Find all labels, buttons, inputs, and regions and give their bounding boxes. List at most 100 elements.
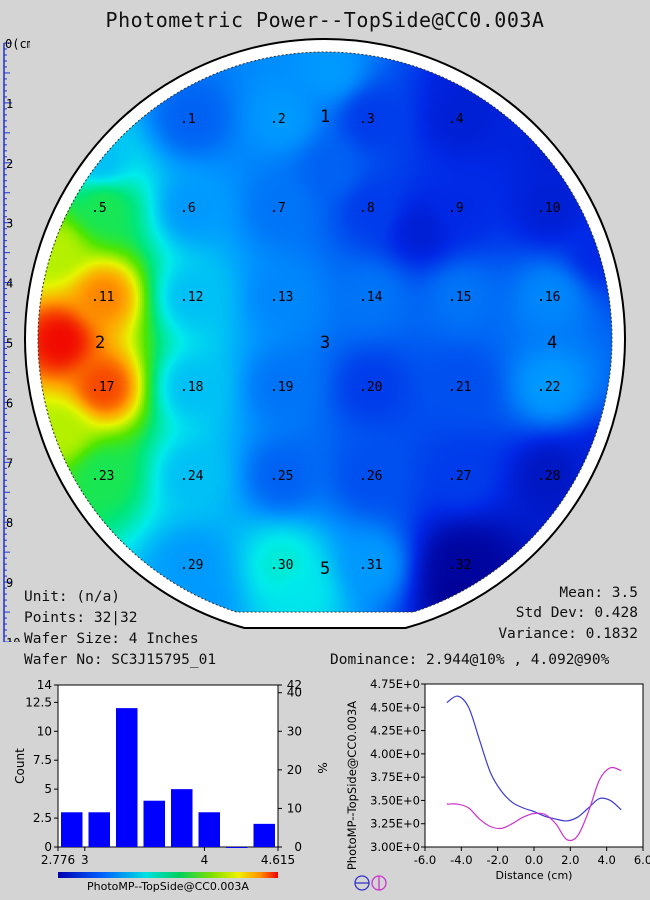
wafer-point-label: .17 xyxy=(91,380,114,395)
ruler-tick-label: 6 xyxy=(6,396,13,410)
x-tick-label: 4.0 xyxy=(598,853,616,867)
ruler-tick-label: 3 xyxy=(6,217,13,231)
ruler-tick-label: 2 xyxy=(6,157,13,171)
y-tick-label: 3.00E+0 xyxy=(370,840,420,854)
histogram-bar xyxy=(116,708,138,847)
wafer-no-text: Wafer No: SC3J15795_01 xyxy=(24,652,217,668)
y2-tick-label: 40 xyxy=(287,686,302,700)
wafer-point-label: .29 xyxy=(180,558,203,573)
x-tick-label: 2.776 xyxy=(41,853,75,867)
wafer-point-label: .15 xyxy=(448,290,471,305)
y2-tick-label: 42 xyxy=(287,678,302,692)
wafer-point-label: .24 xyxy=(180,469,204,484)
wafer-heatmap xyxy=(38,51,613,613)
ruler-tick-label: 7 xyxy=(6,456,13,470)
profile-series-line xyxy=(446,695,622,822)
wafer-zone-label: 4 xyxy=(547,333,557,353)
x-tick-label: 4 xyxy=(201,853,209,867)
wafer-point-label: .18 xyxy=(180,380,203,395)
wafer-point-label: .4 xyxy=(448,112,464,127)
wafer-point-label: .2 xyxy=(270,112,286,127)
y-tick-label: 14 xyxy=(37,678,52,692)
histogram-bar xyxy=(253,823,275,847)
wafer-point-label: .8 xyxy=(359,201,375,216)
x-tick-label: -4.0 xyxy=(450,853,472,867)
y-tick-label: 4.00E+0 xyxy=(370,747,420,761)
wafer-point-label: .32 xyxy=(448,558,471,573)
wafer-point-label: .31 xyxy=(359,558,382,573)
ruler-tick-label: 1 xyxy=(6,97,13,111)
profile-series-line xyxy=(446,766,622,842)
vertical-ruler: 0(cm) 1 2 3 4 5 6 7 8 9 10 xyxy=(3,37,30,642)
y-tick-label: 4.75E+0 xyxy=(370,677,420,691)
histogram-bar xyxy=(61,812,83,847)
x-tick-label: 0.0 xyxy=(525,853,543,867)
chart-title: Photometric Power--TopSide@CC0.003A xyxy=(105,8,545,32)
y2-tick-label: 30 xyxy=(287,724,302,738)
wafer-zone-label: 3 xyxy=(320,333,330,353)
wafer-point-label: .19 xyxy=(270,380,293,395)
wafer-edge xyxy=(37,51,613,613)
x-tick-label: -6.0 xyxy=(414,853,436,867)
line-plot-area xyxy=(424,683,644,848)
ruler-unit-label: 0(cm) xyxy=(5,37,30,51)
y-tick-label: 3.50E+0 xyxy=(370,793,420,807)
y-tick-label: 5 xyxy=(44,782,52,796)
wafer-map: .1 .2 .3 .4 .5 .6 .7 .8 .9 .10 .11 .12 .13 .14 .15 .16.… xyxy=(24,38,626,629)
ruler-tick-label: 4 xyxy=(6,277,13,291)
ruler-tick-label: 9 xyxy=(6,576,13,590)
wafer-point-label: .22 xyxy=(537,380,560,395)
color-scale-bar xyxy=(58,872,278,878)
dominance-text: Dominance: 2.944@10% , 4.092@90% xyxy=(330,652,610,668)
ruler-tick-label: 8 xyxy=(6,516,13,530)
std-dev-text: Std Dev: 0.428 xyxy=(515,605,638,621)
points-text: Points: 32|32 xyxy=(24,610,138,626)
mean-text: Mean: 3.5 xyxy=(559,585,638,601)
wafer-point-label: .20 xyxy=(359,380,382,395)
y-axis-label: PhotoMP--TopSide@CC0.003A xyxy=(345,701,359,870)
wafer-point-label: .3 xyxy=(359,112,375,127)
wafer-point-label: .23 xyxy=(91,469,114,484)
wafer-point-label: .13 xyxy=(270,290,293,305)
profile-line-chart: 3.00E+0 3.25E+0 3.50E+0 3.75E+0 4.00E+0 4.25E… xyxy=(345,677,650,891)
wafer-point-label: .21 xyxy=(448,380,471,395)
wafer-size-text: Wafer Size: 4 Inches xyxy=(24,631,199,647)
histogram-bar xyxy=(88,812,110,847)
y-tick-label: 10 xyxy=(37,724,52,738)
x-tick-label: 6.0 xyxy=(634,853,650,867)
histogram-bar xyxy=(143,800,165,847)
y-tick-label: 7.5 xyxy=(33,753,52,767)
vertical-axis-icon[interactable] xyxy=(371,875,387,891)
wafer-point-label: .30 xyxy=(270,558,293,573)
y-tick-label: 2.5 xyxy=(33,811,52,825)
y-tick-label: 4.25E+0 xyxy=(370,724,420,738)
x-tick-label: 3 xyxy=(81,853,89,867)
histogram-bar xyxy=(198,812,220,847)
wafer-point-label: .5 xyxy=(91,201,107,216)
y2-axis-label: % xyxy=(315,762,329,773)
wafer-point-label: .6 xyxy=(180,201,196,216)
x-tick-label: 2.0 xyxy=(561,853,579,867)
horizontal-axis-icon[interactable] xyxy=(354,875,370,891)
wafer-point-label: .12 xyxy=(180,290,203,305)
wafer-point-label: .16 xyxy=(537,290,560,305)
ruler-tick-label: 5 xyxy=(6,337,13,351)
y-tick-label: 4.50E+0 xyxy=(370,700,420,714)
wafer-point-label: .10 xyxy=(537,201,560,216)
wafer-point-label: .1 xyxy=(180,112,196,127)
wafer-zone-label: 2 xyxy=(95,333,105,353)
wafer-point-label: .28 xyxy=(537,469,560,484)
unit-text: Unit: (n/a) xyxy=(24,589,121,605)
wafer-point-label: .27 xyxy=(448,469,471,484)
wafer-point-label: .14 xyxy=(359,290,383,305)
y2-tick-label: 10 xyxy=(287,801,302,815)
histogram-bar xyxy=(226,847,248,848)
ruler-tick-label: 10 xyxy=(6,636,20,642)
y2-tick-label: 20 xyxy=(287,763,302,777)
wafer-point-label: .11 xyxy=(91,290,114,305)
wafer-zone-label: 1 xyxy=(320,107,330,127)
y-tick-label: 3.75E+0 xyxy=(370,770,420,784)
variance-text: Variance: 0.1832 xyxy=(498,626,638,642)
wafer-point-label: .25 xyxy=(270,469,293,484)
